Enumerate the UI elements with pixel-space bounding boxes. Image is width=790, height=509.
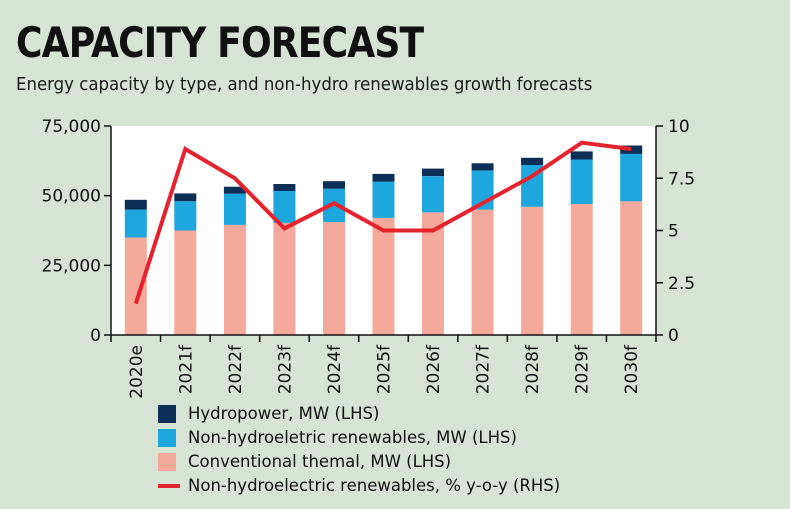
bar-conventional-2026f	[422, 212, 444, 335]
line-layer	[133, 140, 632, 305]
bar-conventional-2022f	[223, 224, 246, 335]
legend-label-conventional: Conventional themal, MW (LHS)	[188, 452, 452, 471]
right-tick-label: 10	[668, 117, 690, 137]
x-tick-label-2021f: 2021f	[176, 344, 196, 394]
left-tick-label: 25,000	[42, 256, 101, 276]
bar-renewables-2025f	[372, 181, 395, 218]
x-axis-ticks: 2020e 2021f 2022f 2023f 2024f 2025f 2026f 2027f…	[110, 335, 657, 399]
x-tick-label-2022f: 2022f	[226, 344, 246, 394]
bar-conventional-2029f	[570, 204, 593, 335]
bar-renewables-2020e	[124, 209, 147, 238]
x-tick-label-2020e: 2020e	[127, 345, 147, 399]
x-tick-label-2024f: 2024f	[325, 344, 345, 394]
bar-hydropower-2020e	[124, 199, 147, 210]
x-tick-label-2029f: 2029f	[573, 344, 593, 394]
legend-label-renewables: Non-hydroeletric renewables, MW (LHS)	[188, 428, 517, 447]
bar-renewables-2030f	[620, 153, 643, 202]
right-tick-label: 5	[668, 222, 679, 242]
legend-swatch-conventional	[158, 453, 176, 471]
right-axis-ticks: 0 2.5 5 7.5 10	[656, 117, 695, 346]
right-tick-label: 0	[668, 326, 679, 346]
right-tick-label: 2.5	[668, 274, 695, 294]
x-tick-label-2028f: 2028f	[523, 344, 543, 394]
legend-swatch-renewables	[158, 429, 176, 447]
legend-label-growth: Non-hydroelectric renewables, % y-o-y (R…	[188, 476, 561, 495]
bar-hydropower-2025f	[372, 173, 395, 182]
bar-renewables-2021f	[174, 201, 197, 231]
left-tick-label: 0	[90, 326, 101, 346]
bar-hydropower-2023f	[273, 184, 296, 191]
chart-title: CAPACITY FORECAST	[16, 18, 424, 67]
x-tick-label-2030f: 2030f	[622, 344, 642, 394]
bar-renewables-2028f	[521, 165, 544, 207]
x-tick-label-2025f: 2025f	[375, 344, 395, 394]
legend-line-growth	[158, 484, 180, 488]
bar-conventional-2024f	[323, 222, 345, 335]
chart-subtitle: Energy capacity by type, and non-hydro r…	[16, 74, 593, 95]
left-tick-label: 75,000	[42, 117, 101, 137]
bar-renewables-2029f	[570, 159, 593, 204]
x-tick-label-2027f: 2027f	[474, 344, 494, 394]
bar-hydropower-2024f	[323, 181, 345, 189]
legend-swatch-hydropower	[158, 405, 176, 423]
bar-hydropower-2029f	[570, 151, 593, 160]
left-tick-label: 50,000	[42, 187, 101, 207]
bar-renewables-2023f	[273, 190, 296, 223]
bar-hydropower-2021f	[174, 193, 197, 202]
bar-hydropower-2022f	[223, 186, 246, 194]
bar-hydropower-2030f	[620, 145, 643, 154]
bar-conventional-2025f	[372, 218, 395, 335]
bar-layer	[124, 145, 643, 335]
bar-conventional-2020e	[124, 237, 147, 335]
bar-conventional-2023f	[273, 223, 296, 335]
bar-hydropower-2028f	[521, 157, 544, 165]
legend-label-hydropower: Hydropower, MW (LHS)	[188, 404, 380, 423]
bar-conventional-2027f	[471, 209, 494, 335]
bar-renewables-2022f	[223, 193, 246, 225]
left-axis-ticks: 0 25,000 50,000 75,000	[42, 117, 111, 346]
bar-conventional-2021f	[174, 230, 197, 335]
bar-conventional-2030f	[620, 201, 643, 335]
right-tick-label: 7.5	[668, 169, 695, 189]
bar-hydropower-2026f	[422, 168, 444, 177]
bar-hydropower-2027f	[471, 163, 494, 171]
x-tick-label-2026f: 2026f	[424, 344, 444, 394]
bar-conventional-2028f	[521, 206, 544, 335]
x-tick-label-2023f: 2023f	[275, 344, 295, 394]
bar-renewables-2026f	[422, 176, 444, 213]
